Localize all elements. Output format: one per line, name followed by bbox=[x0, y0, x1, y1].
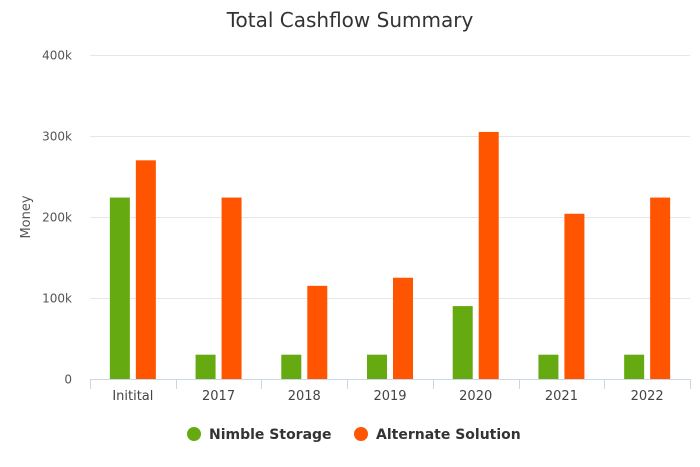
bar bbox=[281, 354, 302, 379]
x-tick-label: 2021 bbox=[545, 389, 578, 404]
y-tick-label: 400k bbox=[42, 49, 72, 63]
x-tick-label: 2019 bbox=[373, 389, 406, 404]
y-axis-label: Money bbox=[19, 195, 34, 238]
bar bbox=[452, 306, 473, 379]
y-tick-label: 300k bbox=[42, 130, 72, 144]
bar bbox=[195, 354, 216, 379]
bar bbox=[135, 160, 156, 379]
y-tick-label: 100k bbox=[42, 292, 72, 306]
y-axis-ticks: 0 100k 200k 300k 400k bbox=[42, 49, 72, 387]
bar bbox=[650, 197, 671, 379]
bar bbox=[221, 197, 242, 379]
legend-marker bbox=[354, 427, 368, 441]
bar bbox=[564, 213, 585, 379]
x-tick-label: 2020 bbox=[459, 389, 492, 404]
y-tick-label: 0 bbox=[64, 373, 72, 387]
x-axis: Initital 2017 2018 2019 2020 2021 2022 bbox=[90, 379, 691, 404]
bar bbox=[624, 354, 645, 379]
y-tick-label: 200k bbox=[42, 211, 72, 225]
bar bbox=[367, 354, 387, 379]
bars bbox=[109, 131, 671, 379]
legend-label: Alternate Solution bbox=[376, 427, 521, 443]
x-tick-label: Initital bbox=[112, 389, 153, 404]
bar bbox=[109, 197, 130, 379]
x-tick-label: 2018 bbox=[288, 389, 321, 404]
legend-label: Nimble Storage bbox=[209, 427, 332, 443]
bar bbox=[393, 277, 413, 379]
legend: Nimble Storage Alternate Solution bbox=[187, 427, 521, 443]
chart-title: Total Cashflow Summary bbox=[226, 8, 474, 32]
bar bbox=[478, 131, 499, 379]
x-tick-label: 2017 bbox=[202, 389, 235, 404]
legend-marker bbox=[187, 427, 201, 441]
bar bbox=[538, 354, 559, 379]
bar bbox=[307, 285, 328, 379]
gridlines bbox=[90, 55, 690, 299]
x-tick-label: 2022 bbox=[631, 389, 664, 404]
